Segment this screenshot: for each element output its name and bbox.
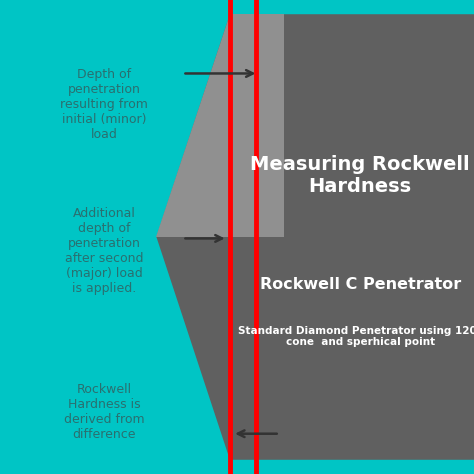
Text: Rockwell C Penetrator: Rockwell C Penetrator (260, 277, 461, 292)
Text: Measuring Rockwell
Hardness: Measuring Rockwell Hardness (250, 155, 470, 196)
Polygon shape (156, 14, 284, 237)
Text: Depth of
penetration
resulting from
initial (minor)
load: Depth of penetration resulting from init… (60, 68, 148, 141)
Text: Rockwell
Hardness is
derived from
difference: Rockwell Hardness is derived from differ… (64, 383, 145, 441)
Text: Standard Diamond Penetrator using 120"
cone  and sperhical point: Standard Diamond Penetrator using 120" c… (238, 326, 474, 347)
Text: Additional
depth of
penetration
after second
(major) load
is applied.: Additional depth of penetration after se… (65, 207, 144, 295)
Polygon shape (156, 14, 474, 460)
